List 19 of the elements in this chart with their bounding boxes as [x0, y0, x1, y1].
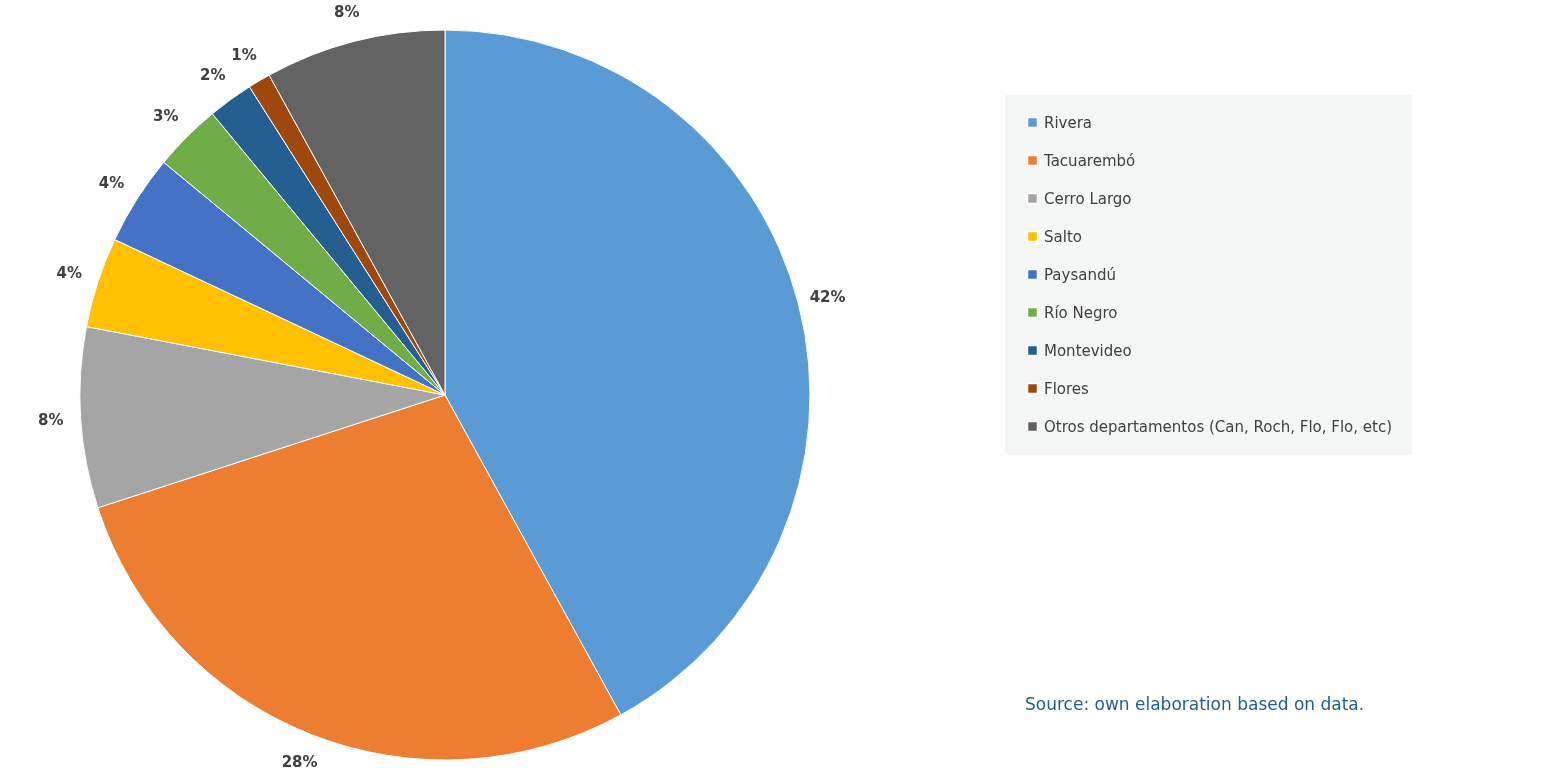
data-label: 2%: [200, 66, 226, 85]
data-label: 8%: [38, 410, 64, 429]
source-note: Source: own elaboration based on data.: [1025, 694, 1365, 714]
data-label: 3%: [152, 106, 179, 125]
legend-label: Tacuarembó: [1043, 151, 1136, 170]
data-label: 1%: [231, 46, 257, 65]
data-label: 4%: [56, 263, 83, 282]
legend-label: Montevideo: [1044, 341, 1132, 360]
legend-label: Cerro Largo: [1044, 189, 1132, 208]
data-label: 8%: [334, 3, 360, 22]
legend-label: Salto: [1044, 227, 1082, 246]
data-label: 42%: [809, 287, 846, 306]
legend-label: Rivera: [1044, 113, 1093, 132]
legend-label: Flores: [1044, 379, 1090, 398]
legend-label: Otros departamentos (Can, Roch, Flo, Flo, etc): [1044, 417, 1392, 436]
data-label: 4%: [98, 174, 125, 193]
legend-label: Río Negro: [1044, 303, 1118, 322]
legend-label: Paysandú: [1044, 265, 1116, 284]
data-label: 28%: [281, 753, 318, 772]
